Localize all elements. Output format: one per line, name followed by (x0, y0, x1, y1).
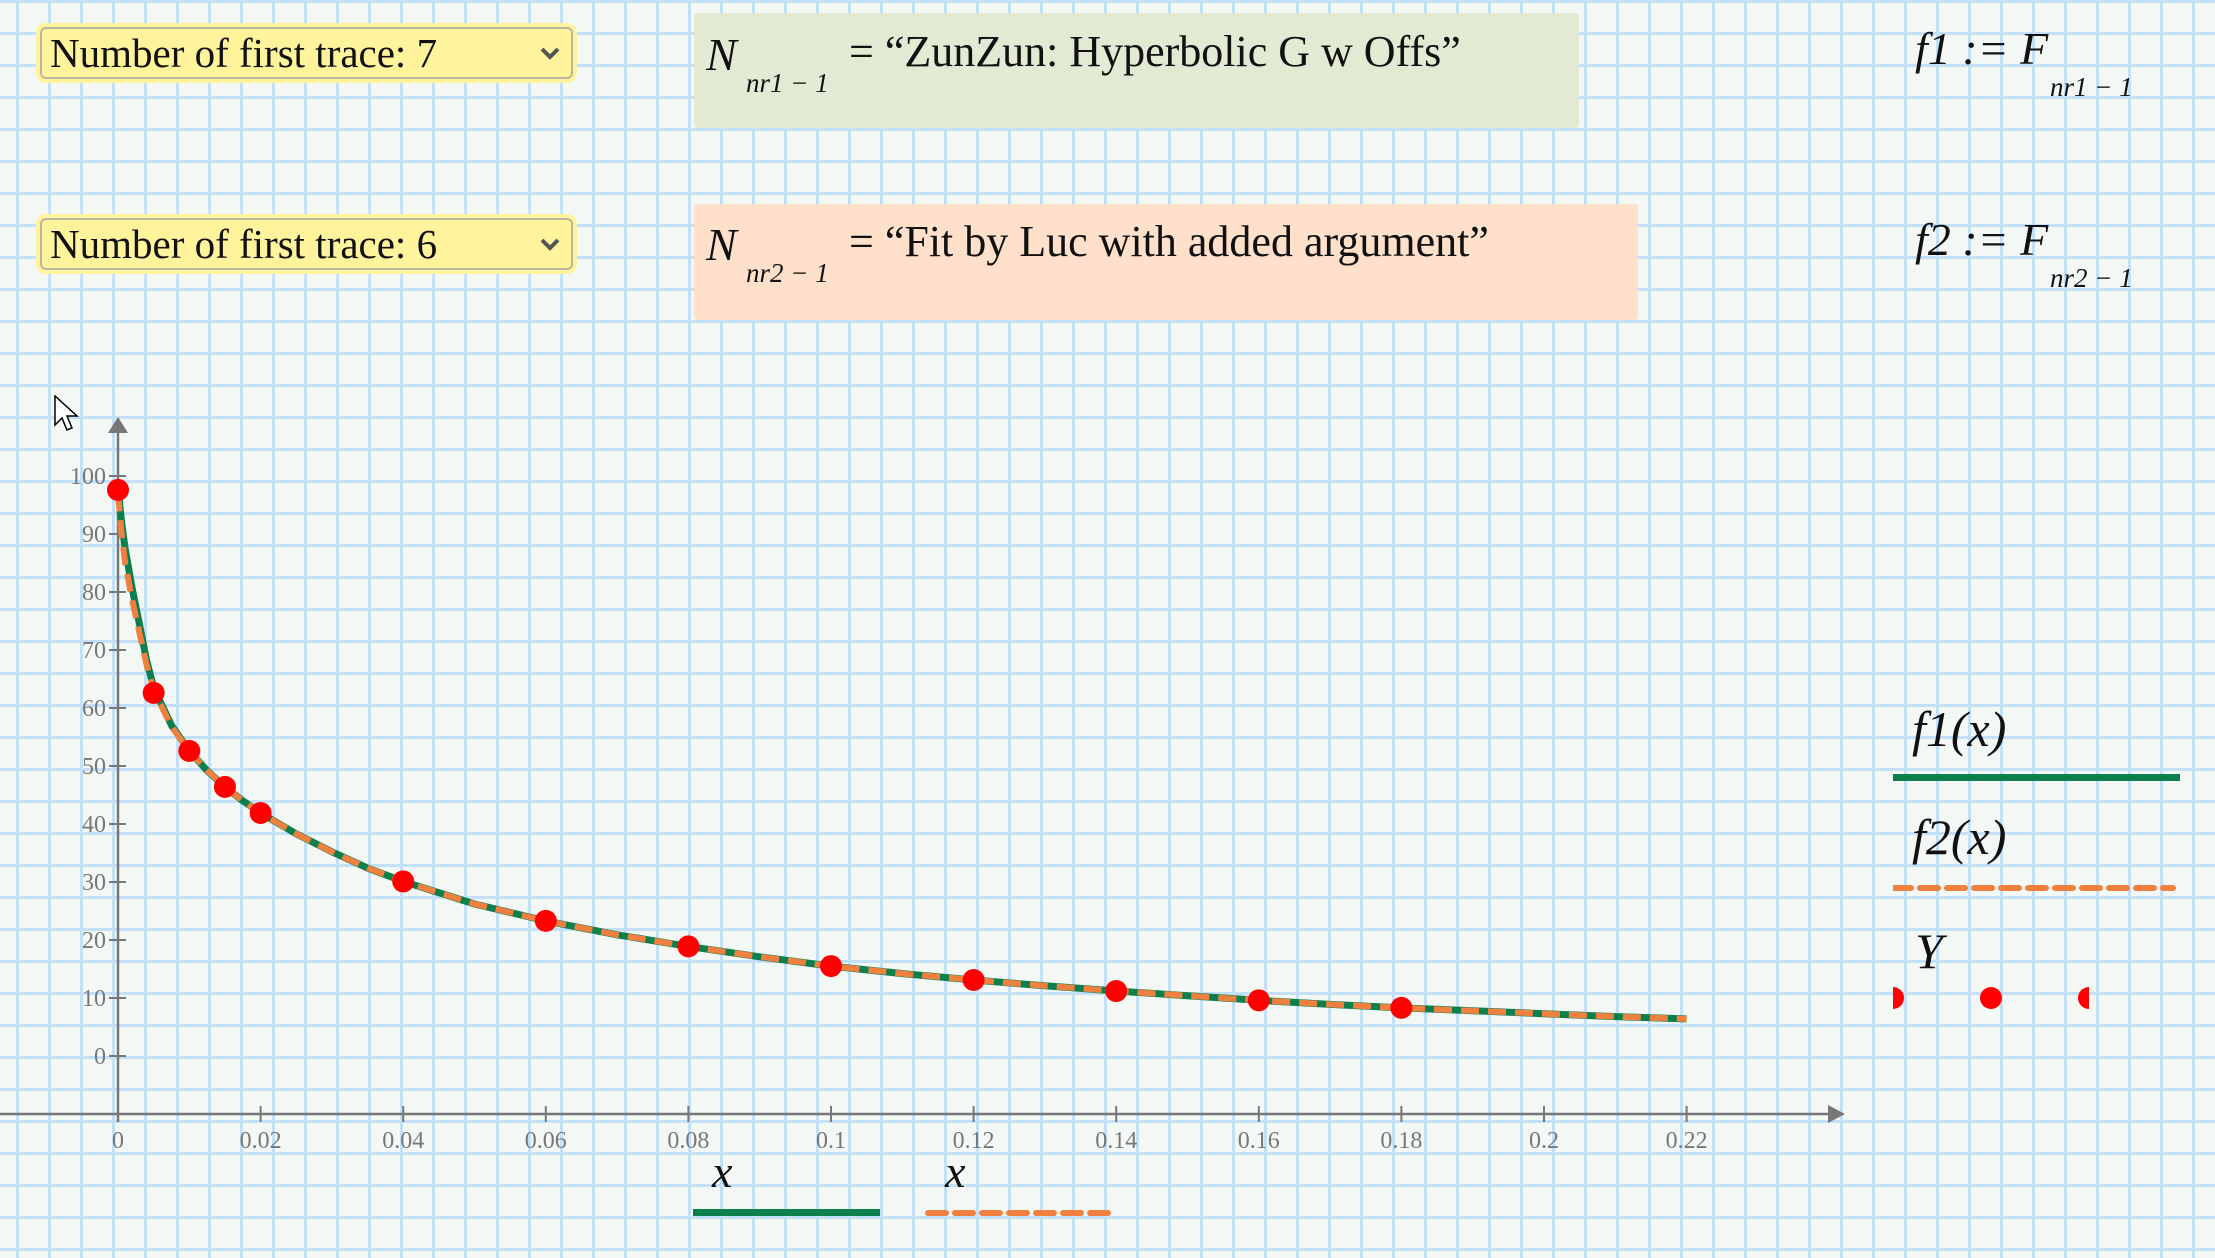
n2-value: = “Fit by Luc with added argument” (849, 217, 1489, 266)
y-tick-label: 30 (82, 870, 106, 896)
f2-definition-lhs: f2 := F (1915, 214, 2049, 265)
x-axis-label-f2[interactable]: x (945, 1146, 966, 1197)
plot-axes: 0 10 20 30 40 50 60 70 80 90 100 0 0.02 0.04 0.06 0.08 0… (0, 417, 1845, 1154)
n1-subscript: nr1 − 1 (746, 68, 829, 98)
data-point (107, 478, 129, 501)
mouse-cursor-icon (54, 395, 79, 431)
f1-definition-subscript: nr1 − 1 (2050, 72, 2133, 102)
data-point (962, 969, 985, 992)
n1-symbol: N (706, 29, 737, 80)
trace1-dropdown-label: Number of first trace: 7 (50, 30, 438, 76)
y-tick-label: 10 (82, 986, 106, 1012)
x-axis-f1-line (693, 1209, 880, 1216)
x-tick-label: 0.02 (240, 1128, 282, 1154)
x-tick-label: 0.14 (1095, 1128, 1137, 1154)
y-tick-label: 0 (94, 1044, 106, 1070)
data-point (392, 870, 415, 893)
chevron-down-icon (540, 47, 560, 60)
y-tick-label: 70 (82, 638, 106, 664)
x-tick-label: 0.08 (667, 1128, 709, 1154)
data-point (534, 909, 557, 932)
legend-y-markers (1893, 987, 2089, 1009)
y-tick-label: 20 (82, 928, 106, 954)
x-tick-label: 0 (112, 1128, 124, 1154)
plot-traces (107, 478, 1687, 1023)
legend-y-label[interactable]: Y (1915, 923, 1943, 979)
data-point (1390, 996, 1413, 1019)
f2-definition[interactable]: f2 := F nr2 − 1 (1915, 213, 2133, 293)
x-tick-label: 0.04 (382, 1128, 424, 1154)
y-tick-label: 40 (82, 812, 106, 838)
x-tick-label: 0.1 (816, 1128, 846, 1154)
data-point (142, 681, 165, 704)
x-tick-label: 0.18 (1380, 1128, 1422, 1154)
f1-definition[interactable]: f1 := F nr1 − 1 (1915, 22, 2133, 102)
legend-f1-label[interactable]: f1(x) (1912, 701, 2007, 757)
f2-definition-subscript: nr2 − 1 (2050, 263, 2133, 293)
y-tick-label: 80 (82, 580, 106, 606)
x-axis-f2-dashed-line (925, 1210, 1116, 1216)
data-point (1105, 980, 1128, 1003)
trace2-dropdown[interactable]: Number of first trace: 6 (40, 218, 573, 270)
data-point (677, 935, 700, 958)
legend-f1-line (1893, 774, 2180, 781)
x-axis-label-f1[interactable]: x (712, 1146, 733, 1197)
legend-f2-dashed-line (1893, 885, 2176, 891)
x-tick-label: 0.16 (1238, 1128, 1280, 1154)
data-point (249, 801, 272, 824)
chevron-down-icon (540, 238, 560, 251)
legend-f2-label[interactable]: f2(x) (1912, 809, 2007, 865)
trace-f1x (114, 487, 1687, 1023)
y-tick-label: 90 (82, 522, 106, 548)
y-tick-label: 50 (82, 754, 106, 780)
n2-subscript: nr2 − 1 (746, 258, 829, 288)
y-tick-label: 60 (82, 696, 106, 722)
n1-result-region[interactable]: N nr1 − 1 = “ZunZun: Hyperbolic G w Offs… (694, 13, 1579, 128)
n1-value: = “ZunZun: Hyperbolic G w Offs” (849, 27, 1461, 76)
x-tick-label: 0.22 (1666, 1128, 1708, 1154)
data-point (820, 955, 842, 978)
n2-result-region[interactable]: N nr2 − 1 = “Fit by Luc with added argum… (694, 204, 1638, 320)
f1-definition-lhs: f1 := F (1915, 23, 2049, 74)
y-tick-label: 100 (70, 464, 106, 490)
trace1-dropdown[interactable]: Number of first trace: 7 (40, 27, 573, 79)
n2-symbol: N (706, 219, 737, 270)
x-tick-label: 0.12 (953, 1128, 995, 1154)
data-point (213, 775, 236, 798)
trace-f2x (115, 493, 1687, 1022)
trace2-dropdown-label: Number of first trace: 6 (50, 221, 438, 267)
x-tick-label: 0.2 (1529, 1128, 1559, 1154)
data-point (1247, 989, 1270, 1012)
data-point (178, 739, 201, 762)
x-tick-label: 0.06 (525, 1128, 567, 1154)
